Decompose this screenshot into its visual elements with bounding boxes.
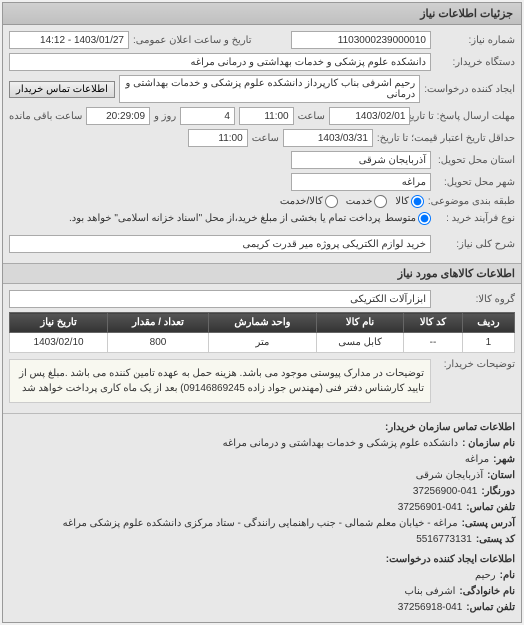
- col-code: کد کالا: [404, 313, 463, 333]
- cell-qty: 800: [108, 333, 209, 353]
- col-unit: واحد شمارش: [208, 313, 316, 333]
- table-row[interactable]: 1 -- کابل مسی متر 800 1403/02/10: [10, 333, 515, 353]
- radio-both-input[interactable]: [325, 195, 338, 208]
- remain-label: ساعت باقی مانده: [9, 111, 82, 122]
- request-no-value: 1103000239000010: [291, 31, 431, 49]
- buyer-org-label: دستگاه خریدار:: [435, 57, 515, 68]
- contact-section: اطلاعات تماس سازمان خریدار: نام سازمان :…: [3, 413, 521, 622]
- radio-service-input[interactable]: [374, 195, 387, 208]
- items-table: ردیف کد کالا نام کالا واحد شمارش تعداد /…: [9, 312, 515, 353]
- contact-city-label: شهر:: [493, 452, 515, 468]
- reply-time-value: 11:00: [239, 107, 294, 125]
- class-radio-group: کالا خدمت کالا/خدمت: [280, 195, 424, 208]
- item-group-value: ابزارآلات الکتریکی: [9, 290, 431, 308]
- contact-family-value: اشرفی بناب: [405, 584, 456, 600]
- radio-goods-label: کالا: [395, 196, 409, 207]
- cell-name: کابل مسی: [316, 333, 403, 353]
- cell-code: --: [404, 333, 463, 353]
- contact-tel-label: تلفن تماس:: [466, 500, 515, 516]
- remain-time-value: 20:29:09: [86, 107, 150, 125]
- items-section-title: اطلاعات کالاهای مورد نیاز: [3, 263, 521, 284]
- days-label: روز و: [154, 111, 176, 122]
- cell-date: 1403/02/10: [10, 333, 108, 353]
- contact-tel2-value: 37256918-041: [398, 600, 463, 616]
- contact-info-button[interactable]: اطلاعات تماس خریدار: [9, 81, 115, 98]
- radio-both[interactable]: کالا/خدمت: [280, 195, 338, 208]
- contact-fax-label: دورنگار:: [481, 484, 515, 500]
- general-desc-label: شرح کلی نیاز:: [435, 239, 515, 250]
- class-label: طبقه بندی موضوعی:: [428, 196, 515, 207]
- creator-label: ایجاد کننده درخواست:: [424, 84, 515, 95]
- validity-label: حداقل تاریخ اعتبار قیمت؛ تا تاریخ:: [377, 133, 515, 144]
- reply-time-label: ساعت: [298, 111, 325, 122]
- contact-name-value: رحیم: [475, 568, 496, 584]
- col-date: تاریخ نیاز: [10, 313, 108, 333]
- contact-name-label: نام:: [500, 568, 515, 584]
- req-creator-title: اطلاعات ایجاد کننده درخواست:: [386, 554, 515, 565]
- announce-value: 1403/01/27 - 14:12: [9, 31, 129, 49]
- buyer-org-value: دانشکده علوم پزشکی و خدمات بهداشتی و درم…: [9, 53, 431, 71]
- contact-title: اطلاعات تماس سازمان خریدار:: [385, 422, 515, 433]
- cell-unit: متر: [208, 333, 316, 353]
- cell-rownum: 1: [462, 333, 514, 353]
- col-rownum: ردیف: [462, 313, 514, 333]
- request-no-label: شماره نیاز:: [435, 35, 515, 46]
- radio-goods-input[interactable]: [411, 195, 424, 208]
- buyer-notes-label: توضیحات خریدار:: [435, 359, 515, 370]
- contact-province-value: آذربایجان شرقی: [416, 468, 483, 484]
- quality-label: نوع فرآیند خرید :: [435, 213, 515, 224]
- radio-quality-mid[interactable]: متوسط: [385, 212, 431, 225]
- payment-note: پرداخت تمام یا بخشی از مبلغ خرید،از محل …: [69, 213, 381, 224]
- validity-time-value: 11:00: [188, 129, 248, 147]
- col-qty: تعداد / مقدار: [108, 313, 209, 333]
- radio-quality-mid-input[interactable]: [418, 212, 431, 225]
- contact-addr-value: مراغه - خیابان معلم شمالی - جنب راهنمایی…: [63, 516, 458, 532]
- province-label: استان محل تحویل:: [435, 155, 515, 166]
- reply-date-value: 1403/02/01: [329, 107, 411, 125]
- validity-time-label: ساعت: [252, 133, 279, 144]
- contact-org-label: نام سازمان :: [462, 436, 515, 452]
- general-desc-value: خرید لوازم الکتریکی پروژه میر قدرت کریمی: [9, 235, 431, 253]
- creator-value: رحیم اشرفی بناب کارپرداز دانشکده علوم پز…: [119, 75, 420, 103]
- radio-quality-mid-label: متوسط: [385, 213, 416, 224]
- items-section: گروه کالا: ابزارآلات الکتریکی ردیف کد کا…: [3, 284, 521, 413]
- item-group-label: گروه کالا:: [435, 294, 515, 305]
- table-header-row: ردیف کد کالا نام کالا واحد شمارش تعداد /…: [10, 313, 515, 333]
- radio-service[interactable]: خدمت: [346, 195, 388, 208]
- contact-postal-value: 5516773131: [416, 532, 472, 548]
- radio-goods[interactable]: کالا: [395, 195, 424, 208]
- header-section: شماره نیاز: 1103000239000010 تاریخ و ساع…: [3, 25, 521, 263]
- panel-title: جزئیات اطلاعات نیاز: [3, 3, 521, 25]
- buyer-notes-text: توضیحات در مدارک پیوستی موجود می باشد. ه…: [9, 359, 431, 403]
- radio-both-label: کالا/خدمت: [280, 196, 323, 207]
- details-panel: جزئیات اطلاعات نیاز شماره نیاز: 11030002…: [2, 2, 522, 623]
- contact-tel-value: 37256901-041: [398, 500, 463, 516]
- validity-date-value: 1403/03/31: [283, 129, 373, 147]
- province-value: آذربایجان شرقی: [291, 151, 431, 169]
- quality-radio-group: متوسط: [385, 212, 431, 225]
- contact-family-label: نام خانوادگی:: [459, 584, 515, 600]
- contact-org-value: دانشکده علوم پزشکی و خدمات بهداشتی و درم…: [223, 436, 458, 452]
- col-name: نام کالا: [316, 313, 403, 333]
- contact-province-label: استان:: [487, 468, 515, 484]
- contact-tel2-label: تلفن تماس:: [466, 600, 515, 616]
- contact-postal-label: کد پستی:: [476, 532, 515, 548]
- contact-city-value: مراغه: [465, 452, 489, 468]
- announce-label: تاریخ و ساعت اعلان عمومی:: [133, 35, 252, 46]
- days-value: 4: [180, 107, 235, 125]
- contact-fax-value: 37256900-041: [413, 484, 478, 500]
- radio-service-label: خدمت: [346, 196, 373, 207]
- reply-deadline-label: مهلت ارسال پاسخ: تا تاریخ:: [414, 111, 515, 122]
- city-label: شهر محل تحویل:: [435, 177, 515, 188]
- contact-addr-label: آدرس پستی:: [462, 516, 515, 532]
- city-value: مراغه: [291, 173, 431, 191]
